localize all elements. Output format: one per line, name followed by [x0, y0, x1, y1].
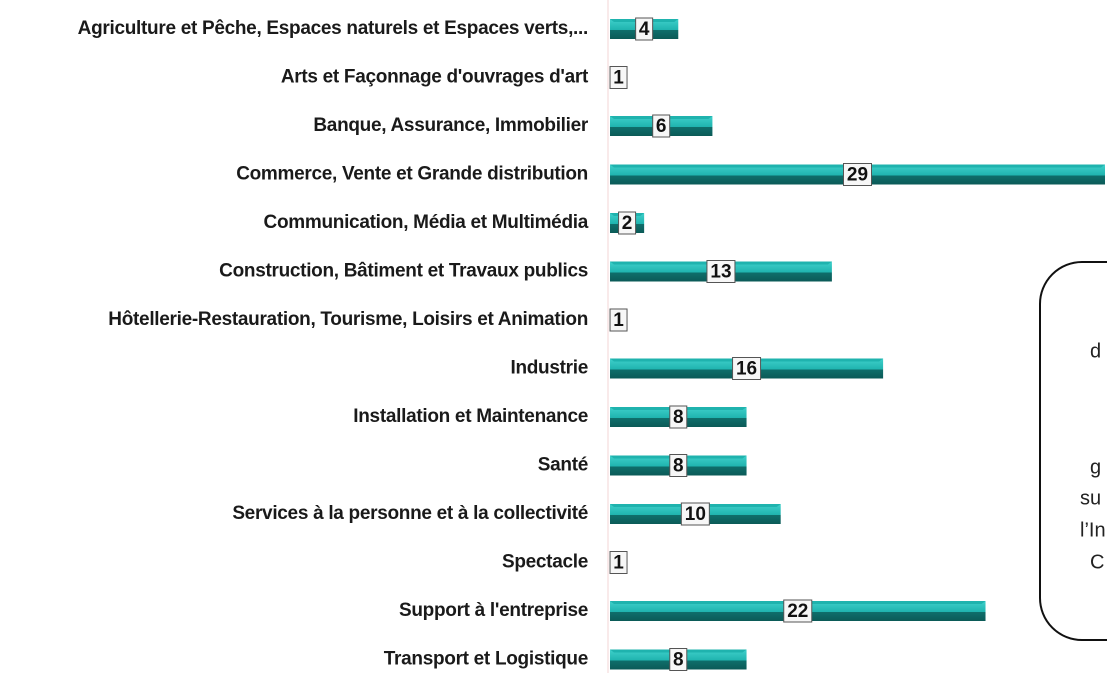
category-label: Installation et Maintenance [353, 406, 588, 427]
value-label: 13 [710, 262, 731, 283]
value-label: 8 [673, 456, 684, 477]
callout-text: g [1090, 456, 1101, 478]
value-label: 8 [673, 407, 684, 428]
value-label-box [843, 163, 872, 186]
value-label-box [609, 551, 628, 574]
category-label: Construction, Bâtiment et Travaux public… [219, 261, 588, 282]
value-label-box [732, 357, 762, 380]
value-label: 2 [622, 213, 633, 234]
value-label-box [680, 502, 710, 526]
category-label: Industrie [510, 358, 588, 379]
value-label-box [652, 114, 671, 138]
category-label: Agriculture et Pêche, Espaces naturels e… [78, 18, 588, 39]
value-label: 1 [613, 310, 624, 331]
category-label: Banque, Assurance, Immobilier [313, 115, 589, 136]
callout-text: C [1090, 551, 1104, 573]
value-label: 8 [673, 650, 684, 671]
value-label: 4 [639, 19, 650, 40]
value-label: 16 [736, 359, 757, 380]
category-label: Santé [538, 455, 588, 476]
value-label-box [669, 454, 688, 477]
value-label-box [635, 17, 654, 41]
value-label-box [609, 66, 628, 89]
value-label-box [669, 405, 688, 429]
value-label: 1 [613, 553, 624, 574]
callout-text: d [1090, 340, 1101, 362]
value-label: 22 [787, 601, 808, 622]
category-label: Commerce, Vente et Grande distribution [236, 164, 588, 185]
value-label: 6 [656, 116, 667, 137]
category-label: Communication, Média et Multimédia [264, 212, 589, 233]
category-label: Hôtellerie-Restauration, Tourisme, Loisi… [108, 309, 588, 330]
category-label: Arts et Façonnage d'ouvrages d'art [281, 67, 589, 88]
callout-text: l’In [1080, 519, 1106, 541]
callout-text: su [1080, 487, 1101, 509]
value-label: 29 [847, 165, 868, 186]
value-label-box [669, 648, 688, 671]
category-label: Services à la personne et à la collectiv… [232, 503, 588, 524]
value-label-box [783, 599, 813, 623]
value-label-box [706, 260, 736, 283]
value-label: 10 [685, 504, 706, 525]
value-label-box [609, 308, 628, 332]
category-label: Support à l'entreprise [399, 600, 588, 621]
value-label: 1 [613, 68, 624, 89]
callout-box [1039, 261, 1107, 641]
category-label: Spectacle [502, 552, 588, 573]
value-label-box [618, 211, 637, 235]
category-label: Transport et Logistique [384, 649, 588, 670]
